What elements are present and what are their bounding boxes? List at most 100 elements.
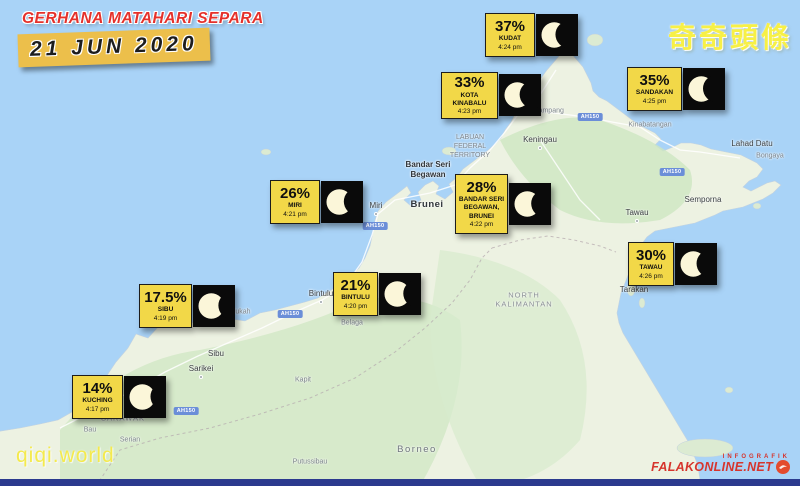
road-badge-ah150: AH150 <box>577 113 603 121</box>
eclipse-moon-box <box>675 243 717 285</box>
eclipse-time: 4:23 pm <box>457 108 482 115</box>
eclipse-time: 4:20 pm <box>343 302 368 310</box>
eclipse-percent: 21% <box>340 276 371 294</box>
logo-tagline: INFOGRAFIK <box>722 454 790 460</box>
city-dot <box>635 219 639 223</box>
eclipse-moon-box <box>321 181 363 223</box>
map-label-semporna: Semporna <box>684 195 722 204</box>
eclipse-moon-icon <box>124 376 166 418</box>
eclipse-info-box: 35% SANDAKAN 4:25 pm <box>627 67 682 111</box>
eclipse-info-box: 17.5% SIBU 4:19 pm <box>139 284 192 328</box>
road-badge-ah150: AH150 <box>659 168 685 176</box>
map-label-bau: Bau <box>83 426 97 434</box>
map-label-lahad: Lahad Datu <box>731 139 773 148</box>
terrain-sarawak <box>60 297 462 486</box>
eclipse-time: 4:22 pm <box>469 220 494 228</box>
eclipse-label-miri: 26% MIRI 4:21 pm <box>270 180 363 224</box>
bottom-bar <box>0 479 800 486</box>
city-dot <box>319 300 323 304</box>
eclipse-label-sandakan: 35% SANDAKAN 4:25 pm <box>627 67 725 111</box>
eclipse-city-label: KUCHING <box>82 397 113 405</box>
eclipse-moon-box <box>499 74 541 117</box>
eclipse-moon-box <box>379 273 421 315</box>
eclipse-info-box: 33% KOTA KINABALU 4:23 pm <box>441 72 498 119</box>
infographic-title: GERHANA MATAHARI SEPARA <box>22 10 264 27</box>
eclipse-percent: 33% <box>454 74 485 91</box>
eclipse-percent: 14% <box>82 379 113 397</box>
map-label-borneo: Borneo <box>397 444 437 456</box>
eclipse-moon-icon <box>321 181 363 223</box>
eclipse-time: 4:17 pm <box>85 405 110 413</box>
eclipse-moon-icon <box>675 243 717 285</box>
eclipse-moon-box <box>193 285 235 327</box>
eclipse-time: 4:26 pm <box>639 272 663 280</box>
eclipse-moon-icon <box>193 285 235 327</box>
eclipse-info-box: 21% BINTULU 4:20 pm <box>333 272 378 316</box>
map-label-sibu: Sibu <box>207 349 225 358</box>
map-label-kinabatangan: Kinabatangan <box>628 121 672 129</box>
roads <box>59 69 741 429</box>
map-label-labuan: LABUAN FEDERAL TERRITORY <box>449 133 491 159</box>
map-label-tawau: Tawau <box>625 208 649 217</box>
eclipse-time: 4:19 pm <box>153 314 178 322</box>
map-label-penampang: Penampang <box>526 107 564 115</box>
eclipse-label-bandar: 28% BANDAR SERI BEGAWAN, BRUNEI 4:22 pm <box>455 174 551 234</box>
map-label-belaga: Belaga <box>341 319 363 327</box>
eclipse-moon-box <box>536 14 578 56</box>
eclipse-moon-box <box>683 68 725 110</box>
eclipse-city-label: SANDAKAN <box>635 89 674 97</box>
event-date-banner: 21 JUN 2020 <box>17 27 211 68</box>
eclipse-moon-icon <box>536 14 578 56</box>
eclipse-percent: 35% <box>639 71 670 89</box>
eclipse-label-sibu: 17.5% SIBU 4:19 pm <box>139 284 235 328</box>
eclipse-time: 4:21 pm <box>283 210 307 218</box>
map-label-bintulu: Bintulu <box>308 289 334 298</box>
eclipse-info-box: 26% MIRI 4:21 pm <box>270 180 320 224</box>
eclipse-moon-icon <box>379 273 421 315</box>
map-label-tarakan: Tarakan <box>619 285 649 294</box>
eclipse-city-label: KOTA KINABALU <box>452 91 487 107</box>
map-label-miri: Miri <box>369 201 383 210</box>
terrain-kalimantan <box>430 250 587 486</box>
qiqi-world-watermark: qiqi.world <box>16 444 115 467</box>
eclipse-city-label: KUDAT <box>498 35 522 43</box>
eclipse-moon-box <box>124 376 166 418</box>
eclipse-info-box: 28% BANDAR SERI BEGAWAN, BRUNEI 4:22 pm <box>455 174 508 234</box>
eclipse-city-label: SIBU <box>157 306 174 314</box>
eclipse-info-box: 14% KUCHING 4:17 pm <box>72 375 123 419</box>
road-badge-ah150: AH150 <box>173 407 199 415</box>
map-label-keningau: Keningau <box>523 135 557 144</box>
map-label-sarikei: Sarikei <box>188 364 214 373</box>
eclipse-moon-icon <box>499 74 541 117</box>
city-dot <box>374 212 378 216</box>
eclipse-city-label: BANDAR SERI BEGAWAN, BRUNEI <box>458 196 505 220</box>
eclipse-moon-icon <box>509 183 551 225</box>
eclipse-info-box: 30% TAWAU 4:26 pm <box>628 242 674 286</box>
road-badge-ah150: AH150 <box>277 310 303 318</box>
road-badge-ah150: AH150 <box>362 222 388 230</box>
eclipse-label-kuching: 14% KUCHING 4:17 pm <box>72 375 166 419</box>
eclipse-label-kudat: 37% KUDAT 4:24 pm <box>485 13 578 57</box>
eclipse-percent: 37% <box>494 17 526 35</box>
map-label-kapit: Kapit <box>295 376 311 384</box>
eclipse-info-box: 37% KUDAT 4:24 pm <box>485 13 535 57</box>
eclipse-percent: 26% <box>279 184 311 202</box>
eclipse-moon-icon <box>683 68 725 110</box>
qiqi-headlines-watermark: 奇奇頭條 <box>667 22 792 53</box>
eclipse-time: 4:25 pm <box>642 97 667 105</box>
eclipse-label-bintulu: 21% BINTULU 4:20 pm <box>333 272 421 316</box>
eclipse-label-kota: 33% KOTA KINABALU 4:23 pm <box>441 72 541 119</box>
eclipse-percent: 17.5% <box>144 288 187 306</box>
map-label-putussibau: Putussibau <box>292 458 328 466</box>
logo-name: FALAKONLINE.NET <box>651 460 773 474</box>
falakonline-logo: INFOGRAFIK FALAKONLINE.NET <box>651 454 790 474</box>
islands <box>260 33 762 458</box>
eclipse-label-tawau: 30% TAWAU 4:26 pm <box>628 242 717 286</box>
city-dot <box>199 375 203 379</box>
eclipse-city-label: MIRI <box>288 202 302 210</box>
eclipse-city-label: BINTULU <box>341 294 370 302</box>
eclipse-percent: 28% <box>466 178 497 196</box>
city-dot <box>538 146 542 150</box>
map-label-serian: Serian <box>119 436 141 444</box>
